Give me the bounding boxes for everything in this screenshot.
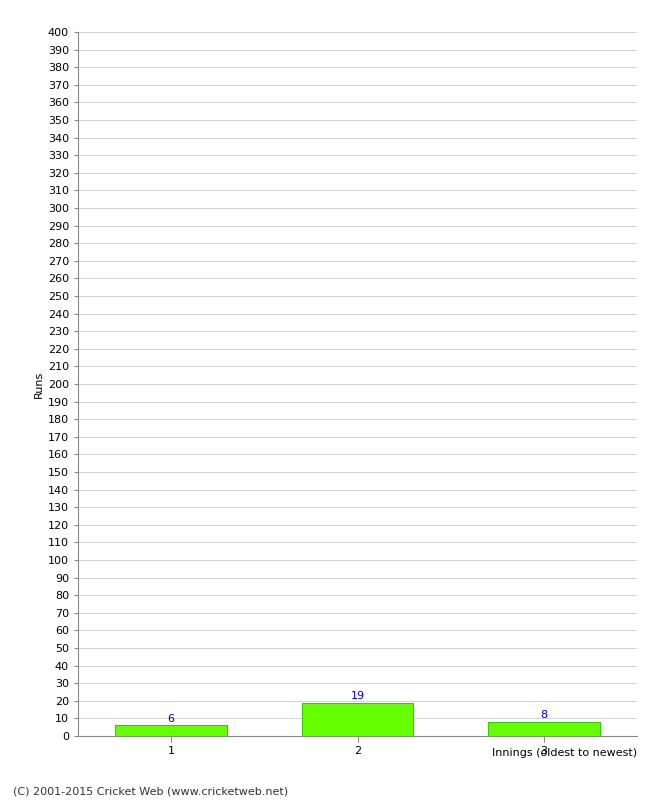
Bar bbox=[302, 702, 413, 736]
Bar bbox=[115, 726, 227, 736]
Text: 8: 8 bbox=[540, 710, 547, 720]
Text: Innings (oldest to newest): Innings (oldest to newest) bbox=[492, 748, 637, 758]
Text: 6: 6 bbox=[168, 714, 175, 724]
Y-axis label: Runs: Runs bbox=[34, 370, 44, 398]
Text: 19: 19 bbox=[350, 690, 365, 701]
Bar bbox=[488, 722, 600, 736]
Text: (C) 2001-2015 Cricket Web (www.cricketweb.net): (C) 2001-2015 Cricket Web (www.cricketwe… bbox=[13, 786, 288, 796]
